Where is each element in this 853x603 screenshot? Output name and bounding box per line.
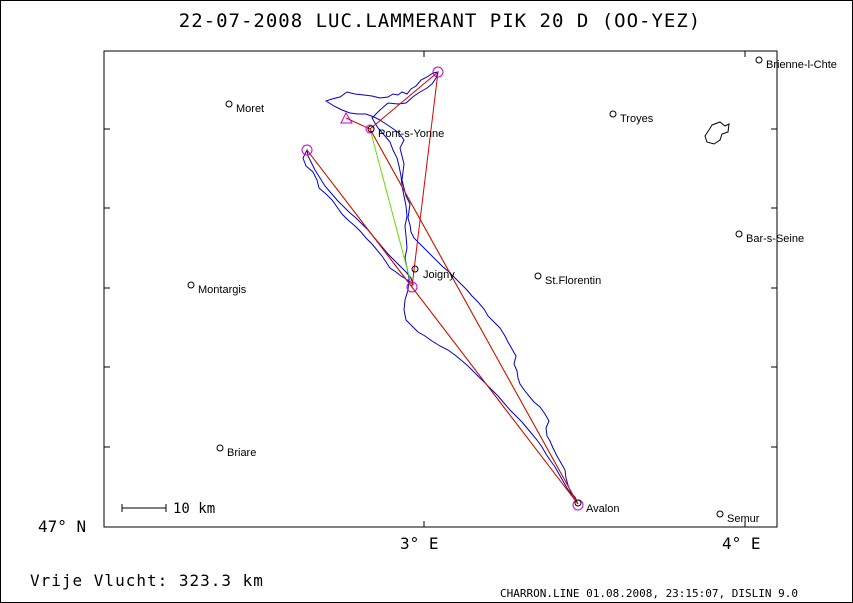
alt-route-line (306, 128, 579, 505)
scale-bar: 10 km (121, 501, 215, 517)
turnpoint-marker (406, 281, 418, 293)
x-axis-label-4e: 4° E (722, 534, 761, 553)
gps-track (324, 71, 579, 505)
town-label-briare: Briare (227, 447, 256, 459)
town-label-semur: Semur (727, 513, 760, 525)
town-markers (187, 56, 763, 518)
town-label-avalon: Avalon (586, 503, 619, 515)
town-label-troyes: Troyes (620, 113, 654, 125)
turnpoint-marker (432, 66, 444, 78)
turnpoint-marker (572, 499, 584, 511)
axis-ticks (104, 51, 777, 527)
town-label-pont-s-yonne: Pont-s-Yonne (378, 128, 444, 140)
town-label-brienne: Brienne-l-Chte (766, 59, 837, 71)
town-label-st-florentin: St.Florentin (545, 275, 601, 287)
town-marker (216, 444, 224, 452)
start-triangle-marker (340, 111, 353, 124)
y-axis-label: 47° N (38, 517, 86, 536)
town-marker (609, 110, 617, 118)
town-marker (534, 272, 542, 280)
turnpoint-marker (301, 144, 313, 156)
town-marker (225, 100, 233, 108)
scale-label: 10 km (173, 501, 215, 517)
town-label-moret: Moret (236, 103, 264, 115)
town-marker (755, 56, 763, 64)
x-axis-label-3e: 3° E (400, 534, 439, 553)
distance-label: Vrije Vlucht: 323.3 km (30, 571, 264, 590)
footer-info: CHARRON.LINE 01.08.2008, 23:15:07, DISLI… (500, 587, 798, 600)
town-marker (716, 510, 724, 518)
town-marker (411, 265, 419, 273)
town-marker (187, 281, 195, 289)
flight-route-line (306, 70, 579, 505)
town-label-joigny: Joigny (423, 269, 455, 281)
page-title: 22-07-2008 LUC.LAMMERANT PIK 20 D (OO-YE… (179, 10, 701, 32)
town-label-bar-s-seine: Bar-s-Seine (746, 233, 804, 245)
plot-frame (103, 50, 778, 528)
town-marker (367, 125, 375, 133)
town-marker (574, 499, 582, 507)
lake-outline (704, 121, 730, 145)
town-marker (735, 230, 743, 238)
town-label-montargis: Montargis (198, 284, 247, 296)
